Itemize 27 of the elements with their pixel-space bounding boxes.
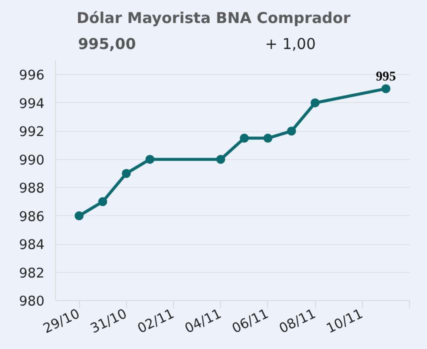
point bbox=[98, 197, 108, 206]
y-tick-label: 992 bbox=[19, 125, 45, 140]
point bbox=[263, 134, 272, 143]
y-tick-label: 988 bbox=[19, 182, 45, 197]
y-tick-label: 994 bbox=[19, 96, 45, 112]
point bbox=[240, 134, 249, 143]
x-tick-label: 04/11 bbox=[182, 306, 224, 337]
chart-subtitle: 995,00 bbox=[78, 34, 136, 55]
y-tick-label: 982 bbox=[19, 266, 45, 282]
text: + 1,00 bbox=[265, 34, 316, 55]
y-tick-label: 980 bbox=[19, 294, 45, 310]
point bbox=[122, 168, 131, 178]
point bbox=[310, 98, 320, 108]
y-tick-label: 996 bbox=[19, 68, 45, 84]
x-tick-label: 06/11 bbox=[230, 306, 272, 337]
y-tick-label: 990 bbox=[19, 153, 45, 168]
point bbox=[287, 126, 296, 136]
y-tick-label: 984 bbox=[19, 238, 45, 254]
x-tick-label: 08/11 bbox=[277, 306, 318, 337]
data-label: 995 bbox=[376, 68, 396, 84]
point bbox=[145, 154, 154, 164]
x-tick-label: 02/11 bbox=[136, 306, 177, 337]
point bbox=[381, 84, 390, 94]
point bbox=[216, 154, 226, 164]
y-tick-label: 986 bbox=[19, 210, 45, 225]
chart-title: Dólar Mayorista BNA Comprador bbox=[76, 8, 350, 29]
point bbox=[74, 211, 84, 220]
